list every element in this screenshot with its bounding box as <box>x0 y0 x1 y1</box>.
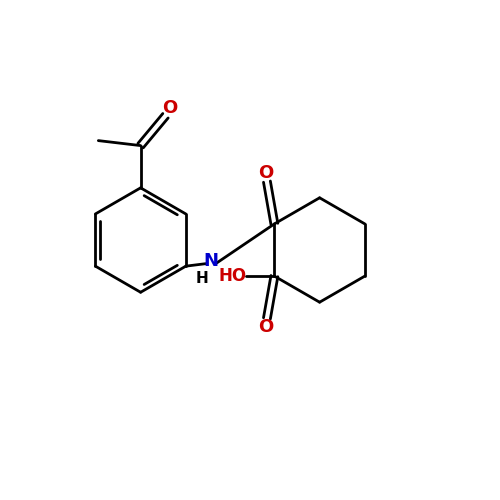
Text: HO: HO <box>218 267 246 285</box>
Text: O: O <box>162 100 177 117</box>
Text: O: O <box>258 318 274 336</box>
Text: O: O <box>258 164 274 182</box>
Text: H: H <box>196 271 208 286</box>
Text: N: N <box>203 252 218 270</box>
